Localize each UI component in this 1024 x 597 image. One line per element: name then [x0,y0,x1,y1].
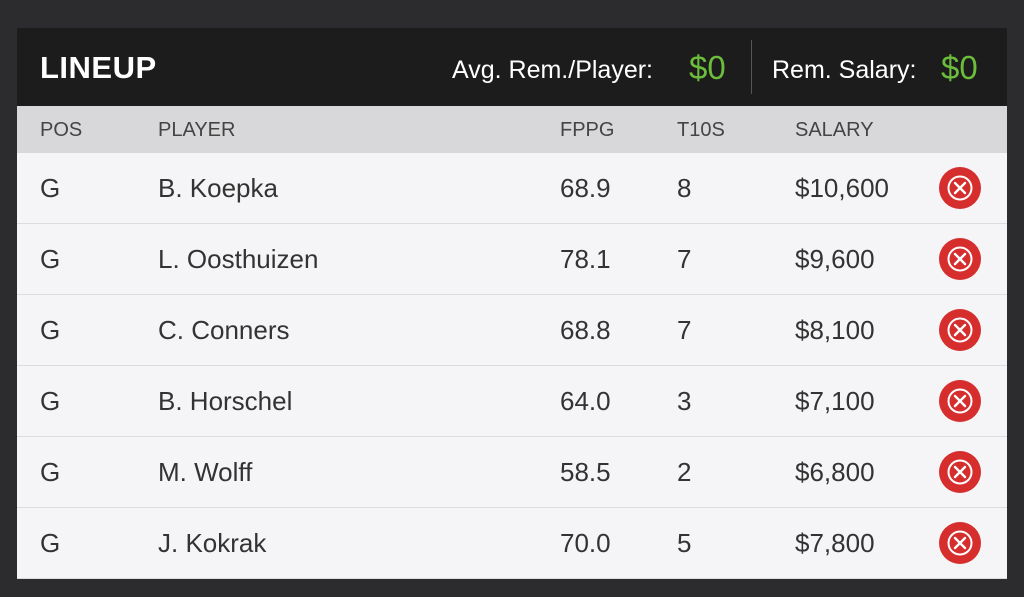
player-row: G B. Horschel 64.0 3 $7,100 [17,366,1007,437]
t10s: 3 [677,386,692,416]
divider [751,40,752,94]
remove-button[interactable] [938,450,982,494]
remove-x [953,536,967,550]
remove-button[interactable] [938,521,982,565]
player-row: G B. Koepka 68.9 8 $10,600 [17,153,1007,224]
remove-button[interactable] [938,379,982,423]
remove-ring [947,317,973,343]
player-row: G J. Kokrak 70.0 5 $7,800 [17,508,1007,579]
remove-button[interactable] [938,166,982,210]
avg-label: Avg. Rem./Player: [452,56,654,84]
t10s: 7 [677,315,692,345]
player-name: L. Oosthuizen [158,244,319,274]
salary: $6,800 [795,457,875,487]
remove-button[interactable] [938,308,982,352]
column-label: POS [40,119,83,141]
remove-ring [947,530,973,556]
player-name: B. Horschel [158,386,293,416]
column-label: T10S [677,119,725,141]
remove-ring [947,175,973,201]
remove-x [953,465,967,479]
pos: G [40,528,61,558]
player-row: G M. Wolff 58.5 2 $6,800 [17,437,1007,508]
avg-value: $0 [689,49,726,86]
rem-value: $0 [941,49,978,86]
rem-label: Rem. Salary: [772,56,917,84]
player-name: M. Wolff [158,457,253,487]
pos: G [40,244,61,274]
lineup-panel: LINEUP Avg. Rem./Player: $0 Rem. Salary:… [17,28,1007,579]
remove-x [953,323,967,337]
player-name: B. Koepka [158,173,278,203]
player-row: G L. Oosthuizen 78.1 7 $9,600 [17,224,1007,295]
salary: $8,100 [795,315,875,345]
t10s: 7 [677,244,692,274]
fppg: 68.9 [560,173,611,203]
pos: G [40,457,61,487]
fppg: 68.8 [560,315,611,345]
pos: G [40,386,61,416]
remove-x [953,181,967,195]
t10s: 2 [677,457,692,487]
player-row: G C. Conners 68.8 7 $8,100 [17,295,1007,366]
salary: $9,600 [795,244,875,274]
remove-ring [947,246,973,272]
remove-ring [947,459,973,485]
pos: G [40,315,61,345]
t10s: 5 [677,528,692,558]
salary: $7,100 [795,386,875,416]
t10s: 8 [677,173,692,203]
column-header: POS PLAYER FPPG T10S SALARY [17,106,1007,153]
column-label: SALARY [795,119,874,141]
column-label: PLAYER [158,119,236,141]
fppg: 70.0 [560,528,611,558]
fppg: 58.5 [560,457,611,487]
remove-ring [947,388,973,414]
remove-button[interactable] [938,237,982,281]
title: LINEUP [40,50,157,85]
player-name: J. Kokrak [158,528,267,558]
remove-x [953,252,967,266]
pos: G [40,173,61,203]
column-label: FPPG [560,119,615,141]
salary: $10,600 [795,173,889,203]
remove-x [953,394,967,408]
fppg: 78.1 [560,244,611,274]
salary: $7,800 [795,528,875,558]
lineup-header: LINEUP Avg. Rem./Player: $0 Rem. Salary:… [17,28,1007,106]
player-name: C. Conners [158,315,290,345]
fppg: 64.0 [560,386,611,416]
